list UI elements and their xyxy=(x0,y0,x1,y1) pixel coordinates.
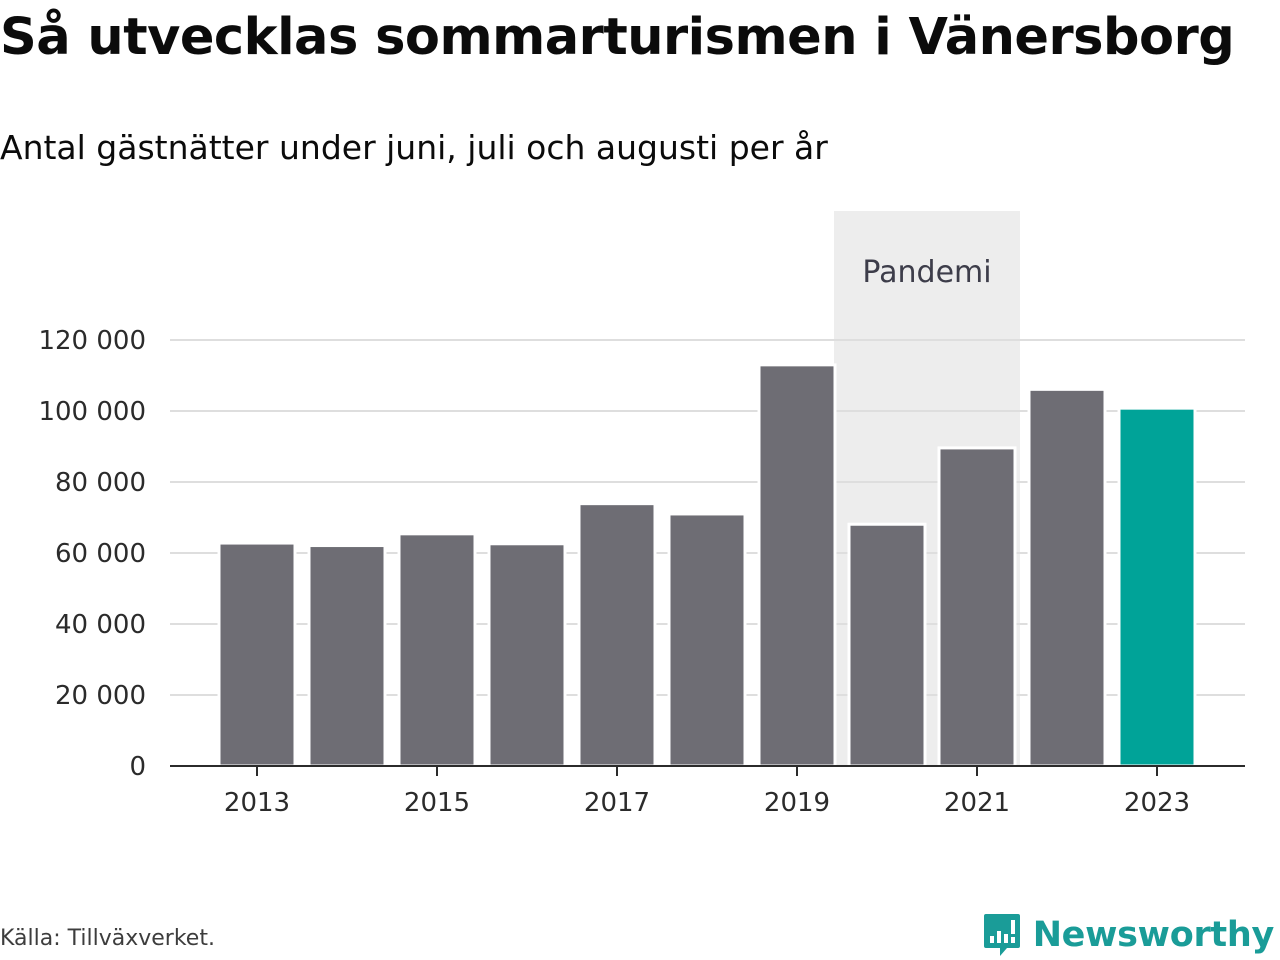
bars xyxy=(217,363,1197,768)
x-tick-label: 2019 xyxy=(764,788,830,818)
y-tick-label: 100 000 xyxy=(38,397,146,427)
chart-title: Så utvecklas sommarturismen i Vänersborg xyxy=(0,8,1235,67)
y-tick-label: 20 000 xyxy=(55,681,146,711)
annotations: Pandemi xyxy=(862,255,991,290)
source-note: Källa: Tillväxverket. xyxy=(0,926,215,951)
bar-2020 xyxy=(847,522,927,768)
y-tick-label: 0 xyxy=(129,752,146,782)
y-tick-label: 60 000 xyxy=(55,539,146,569)
bar-2014 xyxy=(307,544,387,768)
chart-subtitle: Antal gästnätter under juni, juli och au… xyxy=(0,128,828,167)
bar-2017 xyxy=(577,502,657,768)
bar-2019 xyxy=(757,363,837,768)
x-tick-label: 2017 xyxy=(584,788,650,818)
brand-name: Newsworthy xyxy=(1032,915,1275,955)
pandemic-label: Pandemi xyxy=(862,255,991,290)
y-axis-ticks: 0 20 000 40 000 60 000 80 000 100 000 120 000 xyxy=(38,326,146,782)
x-tick-label: 2013 xyxy=(224,788,290,818)
bar-2015 xyxy=(397,532,477,768)
newsworthy-chat-bars-icon xyxy=(983,914,1020,956)
newsworthy-logo[interactable]: Newsworthy xyxy=(983,910,1274,960)
x-tick-label: 2023 xyxy=(1124,788,1190,818)
bar-2021 xyxy=(937,446,1017,768)
x-tick-label: 2021 xyxy=(944,788,1010,818)
bar-2022 xyxy=(1027,387,1107,768)
bar-2023 xyxy=(1117,406,1197,768)
y-tick-label: 80 000 xyxy=(55,468,146,498)
x-axis: 2013 2015 2017 2019 2021 2023 xyxy=(170,765,1245,818)
bar-2016 xyxy=(487,542,567,768)
bar-2018 xyxy=(667,512,747,768)
bar-2013 xyxy=(217,541,297,768)
y-tick-label: 40 000 xyxy=(55,610,146,640)
x-tick-label: 2015 xyxy=(404,788,470,818)
y-tick-label: 120 000 xyxy=(38,326,146,356)
